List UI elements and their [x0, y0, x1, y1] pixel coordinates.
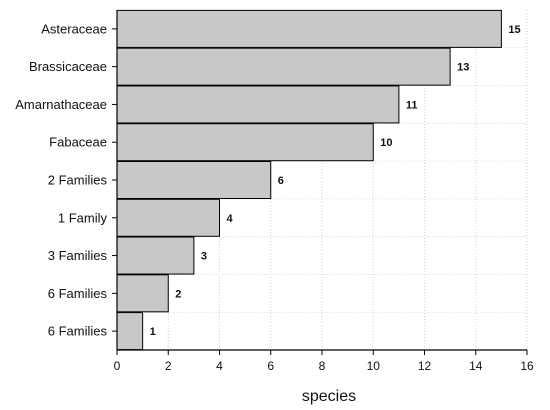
category-label: Brassicaceae — [29, 59, 107, 74]
category-label: Fabaceae — [49, 135, 107, 150]
bar — [116, 274, 169, 313]
data-label: 3 — [201, 251, 207, 263]
x-axis-title: species — [302, 388, 356, 405]
data-label: 4 — [227, 213, 234, 225]
data-label: 2 — [175, 288, 181, 300]
x-ticks: 0 2 4 6 8 10 12 14 16 — [114, 350, 534, 373]
bar — [116, 9, 502, 48]
bars-group — [116, 9, 502, 351]
data-label: 15 — [508, 24, 520, 36]
data-label: 1 — [150, 326, 156, 338]
category-label: 3 Families — [48, 248, 108, 263]
x-tick-label: 0 — [114, 359, 121, 373]
category-label: Asteraceae — [41, 21, 107, 36]
category-label: Amarnathaceae — [15, 97, 107, 112]
category-label: 6 Families — [48, 324, 108, 339]
bar — [116, 198, 220, 237]
data-label: 13 — [457, 62, 469, 74]
bar — [116, 236, 195, 275]
bar — [116, 161, 272, 199]
bar — [116, 312, 144, 351]
x-tick-label: 4 — [216, 359, 223, 373]
x-tick-label: 2 — [165, 359, 172, 373]
value-labels: 15 13 11 10 6 4 3 2 1 — [150, 24, 521, 338]
bar — [116, 123, 374, 162]
x-tick-label: 8 — [319, 359, 326, 373]
data-label: 6 — [278, 175, 284, 187]
category-label: 6 Families — [48, 286, 108, 301]
category-label: 1 Family — [58, 210, 108, 225]
category-label: 2 Families — [48, 173, 108, 188]
x-tick-label: 6 — [267, 359, 274, 373]
x-tick-label: 10 — [367, 359, 381, 373]
category-labels: Asteraceae Brassicaceae Amarnathaceae Fabac… — [15, 21, 117, 339]
bar — [116, 85, 400, 124]
data-label: 10 — [380, 137, 392, 149]
x-tick-label: 16 — [520, 359, 534, 373]
x-tick-label: 12 — [418, 359, 432, 373]
bar — [116, 47, 451, 86]
data-label: 11 — [406, 99, 418, 111]
x-tick-label: 14 — [469, 359, 483, 373]
